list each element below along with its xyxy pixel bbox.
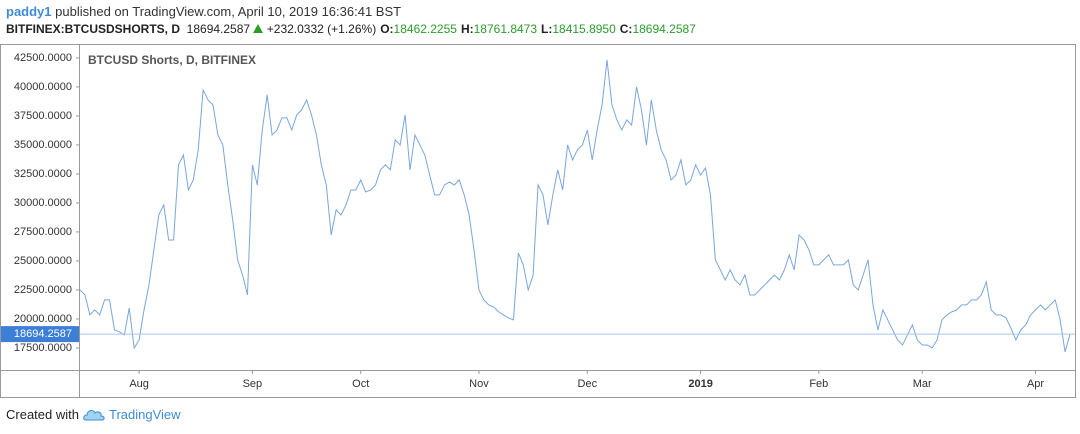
created-with: Created with — [6, 407, 79, 422]
change: +232.0332 — [266, 22, 324, 36]
y-tick-label: 22500.0000 — [14, 284, 72, 296]
publish-line: paddy1 published on TradingView.com, Apr… — [6, 4, 401, 19]
up-arrow — [253, 24, 264, 33]
published-text: published on TradingView.com, April 10, … — [55, 4, 402, 19]
x-tick-label: Sep — [243, 378, 263, 390]
x-tick-label: Apr — [1027, 378, 1044, 390]
ohlc-label: H: — [460, 22, 474, 36]
x-tick-label: Nov — [469, 378, 489, 390]
symbol: BITFINEX:BTCUSDSHORTS, D — [6, 22, 180, 36]
chart-title: BTCUSD Shorts, D, BITFINEX — [88, 53, 256, 67]
last-price-box — [1, 326, 79, 343]
y-tick-label: 37500.0000 — [14, 110, 72, 122]
x-tick-label: Aug — [129, 378, 149, 390]
x-tick-label: Oct — [352, 378, 369, 390]
change-percent: (+1.26%) — [327, 22, 377, 36]
y-tick-label: 32500.0000 — [14, 168, 72, 180]
ohlc-label: O: — [380, 22, 394, 36]
ohlc-value: 18462.2255 — [393, 22, 457, 36]
frame — [0, 44, 1076, 398]
ohlc-label: L: — [541, 22, 553, 36]
y-tick-label: 35000.0000 — [14, 139, 72, 151]
y-tick-label: 42500.0000 — [14, 52, 72, 64]
last-price-label: 18694.2587 — [14, 328, 72, 340]
last-value: 18694.2587 — [186, 22, 251, 36]
x-tick-label: Dec — [578, 378, 598, 390]
x-tick-label: 2019 — [688, 378, 712, 390]
ohlc-value: 18761.8473 — [473, 22, 538, 36]
publisher[interactable]: paddy1 — [6, 4, 52, 19]
y-tick-label: 40000.0000 — [14, 81, 72, 93]
footer: Created with TradingView — [6, 407, 181, 422]
logo — [83, 409, 105, 420]
ohlc-value: 18694.2587 — [632, 22, 696, 36]
y-tick-label: 27500.0000 — [14, 226, 72, 238]
x-tick-label: Mar — [913, 378, 932, 390]
y-tick-label: 17500.0000 — [14, 342, 72, 354]
x-tick-label: Feb — [809, 378, 828, 390]
y-tick-label: 30000.0000 — [14, 197, 72, 209]
ohlc-label: C: — [619, 22, 633, 36]
y-tick-label: 25000.0000 — [14, 255, 72, 267]
ohlc-value: 18415.8950 — [552, 22, 616, 36]
ohlc: O:18462.2255 H:18761.8473 L:18415.8950 C:18… — [376, 22, 696, 36]
symbol-line: BITFINEX:BTCUSDSHORTS, D 18694.2587 +232… — [6, 22, 696, 36]
y-tick-label: 20000.0000 — [14, 313, 72, 325]
price-line — [79, 59, 1071, 353]
brand[interactable]: TradingView — [108, 407, 181, 422]
chart: BTCUSD Shorts, D, BITFINEX 17500.0000 200… — [0, 44, 1076, 398]
